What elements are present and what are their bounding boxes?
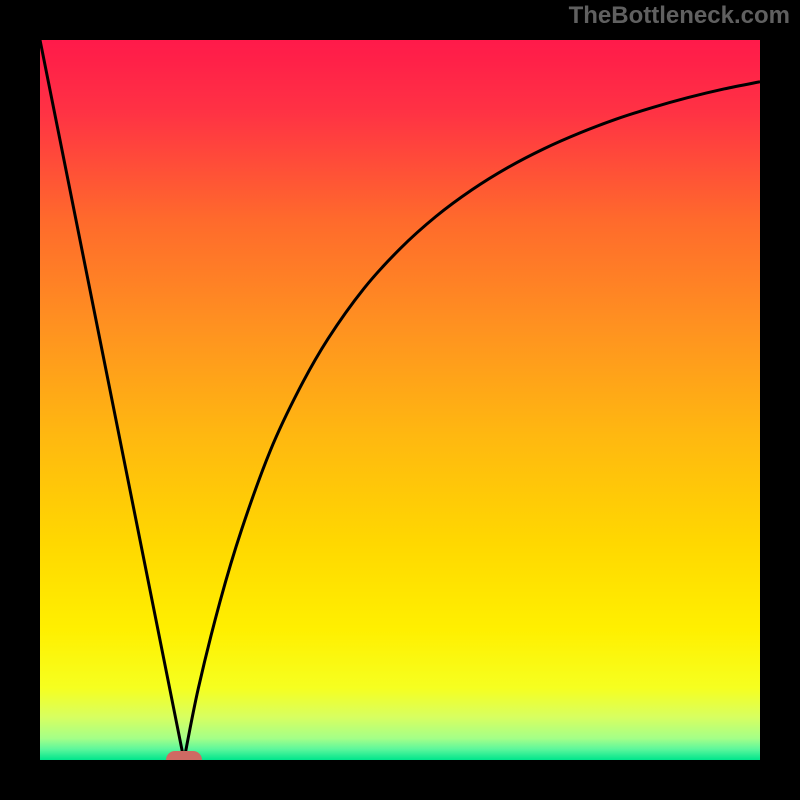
bottleneck-chart [0, 0, 800, 800]
gradient-background [40, 40, 760, 760]
chart-stage: TheBottleneck.com [0, 0, 800, 800]
